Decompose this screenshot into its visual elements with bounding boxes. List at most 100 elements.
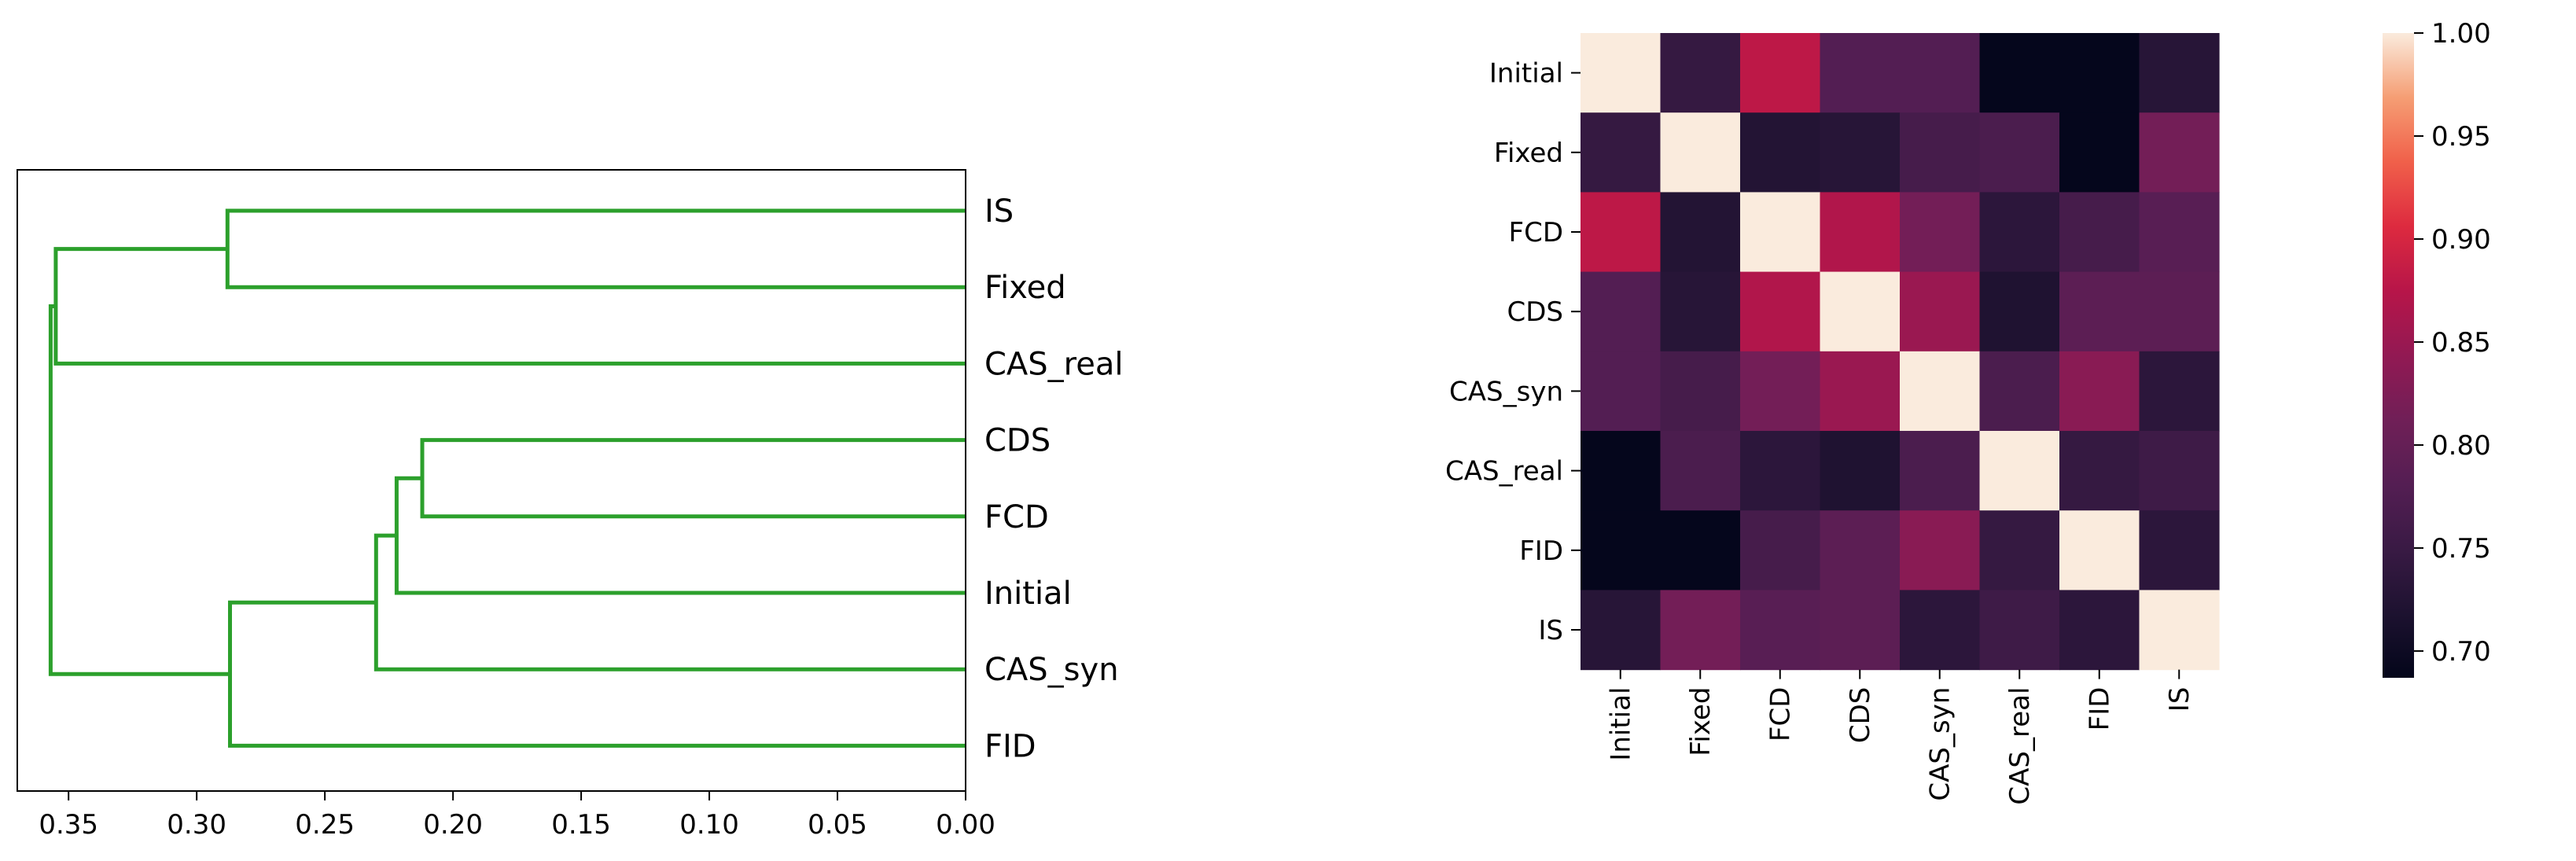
- heatmap-cell: [2059, 431, 2140, 511]
- dendrogram-x-tick-label: 0.35: [39, 809, 98, 841]
- heatmap-cell: [1900, 112, 1981, 193]
- dendrogram-x-tick-label: 0.30: [167, 809, 226, 841]
- heatmap-cell: [2059, 590, 2140, 671]
- heatmap-cell: [1740, 510, 1821, 591]
- dendrogram-x-tick-label: 0.05: [808, 809, 867, 841]
- heatmap-row-label: IS: [1538, 615, 1563, 646]
- colorbar-tick-label: 0.80: [2431, 430, 2491, 462]
- heatmap-col-label: Fixed: [1685, 687, 1717, 756]
- heatmap-cell: [2139, 590, 2220, 671]
- heatmap-cell: [1900, 33, 1981, 113]
- heatmap-cell: [2059, 271, 2140, 352]
- dendrogram-leaf-label: Fixed: [984, 270, 1066, 306]
- heatmap-cell: [1581, 192, 1662, 273]
- heatmap-cell: [1900, 431, 1981, 511]
- heatmap-cell: [1820, 112, 1901, 193]
- dendrogram-x-tick-label: 0.15: [551, 809, 611, 841]
- heatmap-cell: [1660, 271, 1741, 352]
- heatmap-col-label: CDS: [1845, 687, 1876, 744]
- heatmap-col-label: CAS_syn: [1925, 687, 1956, 801]
- heatmap-cell: [2139, 351, 2220, 432]
- heatmap-row-label: CAS_syn: [1449, 376, 1563, 407]
- dendrogram-link: [48, 304, 230, 676]
- heatmap-cell: [1740, 351, 1821, 432]
- heatmap-row-label: CDS: [1507, 296, 1563, 328]
- heatmap-col-label: FID: [2085, 687, 2116, 731]
- heatmap-col-label: CAS_real: [2004, 687, 2036, 805]
- heatmap-cell: [1660, 510, 1741, 591]
- heatmap-row-label: Initial: [1489, 58, 1563, 90]
- heatmap-cell: [2059, 510, 2140, 591]
- heatmap-cell: [1740, 33, 1821, 113]
- heatmap-cell: [1979, 431, 2060, 511]
- heatmap-cell: [1979, 271, 2060, 352]
- heatmap-cell: [1820, 271, 1901, 352]
- heatmap-col-label: FCD: [1765, 687, 1797, 741]
- colorbar-tick-label: 0.90: [2431, 224, 2491, 256]
- heatmap-cell: [2139, 271, 2220, 352]
- heatmap-cell: [1581, 271, 1662, 352]
- heatmap-cell: [1820, 510, 1901, 591]
- heatmap-cell: [1979, 510, 2060, 591]
- colorbar-scale: [2383, 33, 2414, 678]
- heatmap-cell: [1979, 590, 2060, 671]
- heatmap-cell: [1979, 351, 2060, 432]
- heatmap-cell: [1979, 112, 2060, 193]
- heatmap-cell: [2059, 112, 2140, 193]
- heatmap-cell: [1820, 192, 1901, 273]
- dendrogram-leaf-label: FID: [984, 728, 1036, 764]
- heatmap-cell: [1581, 33, 1662, 113]
- heatmap-cell: [1820, 431, 1901, 511]
- heatmap-cell: [1900, 510, 1981, 591]
- heatmap-cell: [2139, 112, 2220, 193]
- dendrogram-leaf-label: Initial: [984, 576, 1072, 612]
- heatmap-row-label: FCD: [1509, 217, 1563, 248]
- heatmap-cell: [2059, 351, 2140, 432]
- heatmap-cell: [1581, 510, 1662, 591]
- dendrogram-x-tick-label: 0.10: [679, 809, 739, 841]
- heatmap-cell: [2059, 33, 2140, 113]
- heatmap-cell: [2059, 192, 2140, 273]
- heatmap-cell: [1900, 271, 1981, 352]
- dendrogram-leaf-label: IS: [984, 193, 1014, 230]
- heatmap-cell: [1820, 351, 1901, 432]
- dendrogram-leaf-label: CAS_real: [984, 346, 1123, 382]
- heatmap-cell: [1660, 33, 1741, 113]
- heatmap-cell: [1660, 431, 1741, 511]
- heatmap-cell: [1820, 590, 1901, 671]
- heatmap-cell: [1900, 351, 1981, 432]
- dendrogram-x-tick-label: 0.20: [423, 809, 483, 841]
- heatmap-cell: [1581, 431, 1662, 511]
- heatmap-cell: [1979, 192, 2060, 273]
- heatmap-cell: [1740, 271, 1821, 352]
- heatmap-row-label: Fixed: [1494, 138, 1563, 169]
- heatmap-cell: [1820, 33, 1901, 113]
- heatmap-col-label: Initial: [1606, 687, 1637, 761]
- heatmap-cell: [1581, 112, 1662, 193]
- colorbar-tick-label: 0.95: [2431, 121, 2491, 153]
- heatmap-cell: [1660, 590, 1741, 671]
- dendrogram-leaf-label: CAS_syn: [984, 652, 1119, 688]
- heatmap-cell: [1979, 33, 2060, 113]
- colorbar-tick-label: 0.85: [2431, 327, 2491, 359]
- heatmap-cell: [2139, 192, 2220, 273]
- heatmap-cell: [2139, 431, 2220, 511]
- heatmap-col-label: IS: [2164, 687, 2195, 712]
- heatmap-cell: [1660, 112, 1741, 193]
- heatmap-cell: [1581, 351, 1662, 432]
- heatmap-cell: [2139, 33, 2220, 113]
- dendrogram-x-tick-label: 0.25: [295, 809, 355, 841]
- dendrogram-chart: IS Fixed CAS_real CDS FCD Initial CAS_syn FID 0.…: [17, 169, 1123, 841]
- heatmap-cell: [1740, 590, 1821, 671]
- heatmap-row-label: CAS_real: [1445, 456, 1563, 488]
- heatmap-chart: Initial Fixed FCD CDS CAS_syn CAS_real FID IS In…: [1445, 33, 2220, 805]
- dendrogram-axes-frame: [17, 169, 966, 792]
- heatmap-cell: [1900, 192, 1981, 273]
- heatmap-cell: [1740, 431, 1821, 511]
- colorbar-tick-label: 1.00: [2431, 18, 2491, 50]
- heatmap-cell: [1740, 112, 1821, 193]
- heatmap-row-label: FID: [1519, 535, 1563, 567]
- heatmap-cell: [1581, 590, 1662, 671]
- heatmap-cell: [1740, 192, 1821, 273]
- heatmap-cell: [1900, 590, 1981, 671]
